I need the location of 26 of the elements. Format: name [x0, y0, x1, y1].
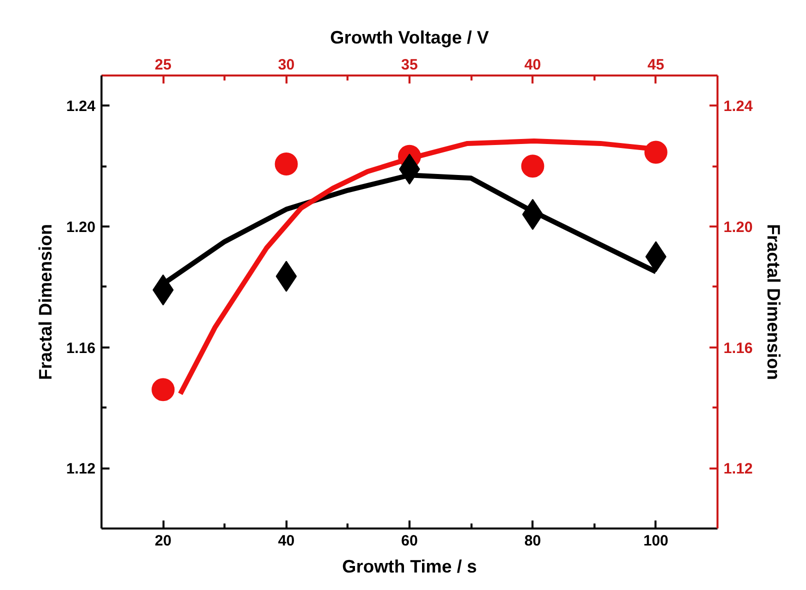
point	[521, 154, 544, 178]
x2-tick-label: 25	[154, 56, 172, 74]
y2-tick-label: 1.16	[724, 340, 753, 357]
x2-tick-label: 35	[401, 56, 418, 74]
x2-tick-label: 40	[524, 56, 542, 74]
x2-tick-label: 45	[648, 56, 664, 74]
x-tick-label: 80	[524, 532, 542, 550]
y2-axis-title: Fractal Dimension	[764, 224, 784, 380]
point	[152, 378, 175, 402]
x-tick-label: 40	[278, 532, 295, 550]
y-tick-label: 1.16	[66, 340, 96, 357]
point	[274, 152, 298, 176]
y-tick-label: 1.24	[66, 98, 96, 116]
y-tick-label: 1.12	[66, 460, 96, 478]
x-axis-title: Growth Time / s	[342, 556, 477, 576]
y2-tick-label: 1.20	[724, 219, 753, 236]
x-tick-label: 20	[154, 532, 172, 550]
point	[644, 140, 668, 164]
x-tick-label: 100	[643, 532, 668, 550]
x2-tick-label: 30	[278, 56, 295, 74]
y-axis-title: Fractal Dimension	[35, 224, 56, 380]
y2-tick-label: 1.12	[724, 460, 753, 478]
x2-axis-title: Growth Voltage / V	[330, 28, 489, 48]
x-tick-label: 60	[401, 532, 418, 550]
y2-tick-label: 1.24	[724, 98, 754, 116]
y-tick-label: 1.20	[66, 219, 96, 236]
